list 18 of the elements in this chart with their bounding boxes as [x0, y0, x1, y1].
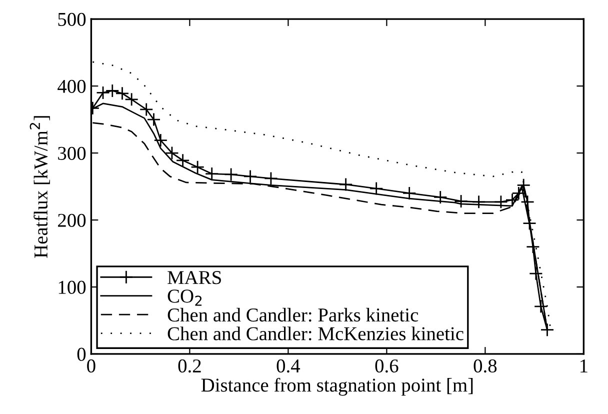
y-tick-label: 200 [58, 214, 86, 227]
x-axis-title: Distance from stagnation point [m] [201, 378, 473, 396]
x-tick-label: 0.8 [474, 359, 497, 373]
legend-label: Chen and Candler: Parks kinetic [168, 308, 418, 322]
x-tick-label: 0.4 [276, 359, 300, 373]
y-axis-title: Heatflux [kW/m$^{2}$] [30, 116, 50, 258]
y-tick-label: 400 [58, 80, 86, 93]
y-tick-label: 100 [58, 280, 86, 294]
legend-label: Chen and Candler: McKenzies kinetic [168, 326, 464, 340]
legend-label: MARS [168, 271, 221, 284]
x-tick-label: 0.2 [178, 359, 201, 373]
x-tick-label: 0.6 [375, 359, 398, 373]
y-tick-label: 500 [58, 12, 86, 26]
x-tick-label: 1 [580, 359, 588, 372]
y-tick-label: 300 [58, 146, 86, 160]
legend-label: CO$_{2}$ [168, 290, 202, 306]
y-tick-label: 0 [77, 348, 86, 361]
x-tick-label: 0 [87, 359, 96, 373]
